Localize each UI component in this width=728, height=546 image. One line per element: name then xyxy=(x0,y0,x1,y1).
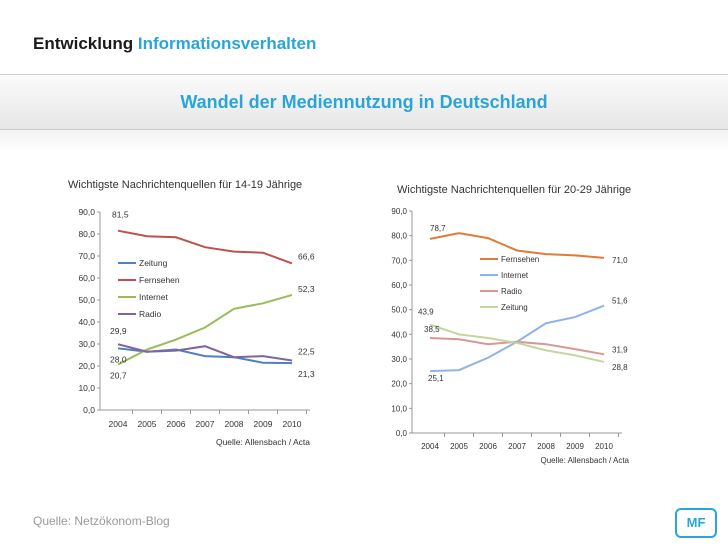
page-title: Entwicklung Informationsverhalten xyxy=(33,34,316,54)
page-title-accent: Informationsverhalten xyxy=(137,34,317,53)
y-tick-label: 40,0 xyxy=(78,317,95,327)
data-label: 31,9 xyxy=(612,345,628,354)
y-tick-label: 70,0 xyxy=(391,256,407,265)
y-tick-label: 10,0 xyxy=(78,383,95,393)
x-tick-label: 2010 xyxy=(595,442,613,451)
x-tick-label: 2006 xyxy=(167,419,186,429)
series-line-radio xyxy=(429,337,605,356)
x-tick-label: 2004 xyxy=(109,419,128,429)
y-tick-label: 70,0 xyxy=(78,251,95,261)
series-line-internet xyxy=(117,293,293,366)
legend-label: Radio xyxy=(139,309,161,319)
x-tick-label: 2008 xyxy=(225,419,244,429)
x-tick-label: 2009 xyxy=(566,442,584,451)
chart-source: Quelle: Allensbach / Acta xyxy=(541,456,630,465)
y-tick-label: 60,0 xyxy=(391,281,407,290)
data-label: 52,3 xyxy=(298,284,315,294)
y-tick-label: 40,0 xyxy=(391,330,407,339)
data-label: 29,9 xyxy=(110,326,127,336)
y-tick-label: 80,0 xyxy=(78,229,95,239)
banner-shadow xyxy=(0,130,728,152)
data-label: 43,9 xyxy=(418,308,434,317)
chart-title: Wichtigste Nachrichtenquellen für 14-19 … xyxy=(68,179,302,191)
y-tick-label: 50,0 xyxy=(391,306,407,315)
x-tick-label: 2008 xyxy=(537,442,555,451)
data-label: 22,5 xyxy=(298,347,315,357)
data-label: 66,6 xyxy=(298,251,315,261)
data-label: 28,8 xyxy=(612,363,628,372)
chart-source: Quelle: Allensbach / Acta xyxy=(216,437,310,447)
legend-label: Zeitung xyxy=(139,258,168,268)
chart-14-19: Wichtigste Nachrichtenquellen für 14-19 … xyxy=(68,179,315,447)
y-tick-label: 90,0 xyxy=(78,207,95,217)
y-tick-label: 30,0 xyxy=(391,355,407,364)
x-tick-label: 2006 xyxy=(479,442,497,451)
legend-label: Zeitung xyxy=(501,303,528,312)
banner-title: Wandel der Mediennutzung in Deutschland xyxy=(180,92,548,112)
chart-title: Wichtigste Nachrichtenquellen für 20-29 … xyxy=(397,184,631,196)
x-tick-label: 2007 xyxy=(508,442,526,451)
y-tick-label: 30,0 xyxy=(78,339,95,349)
legend-label: Fernsehen xyxy=(139,275,180,285)
data-label: 21,3 xyxy=(298,369,315,379)
y-tick-label: 90,0 xyxy=(391,207,407,216)
series-line-fernsehen xyxy=(117,229,293,265)
data-label: 25,1 xyxy=(428,374,444,383)
y-tick-label: 0,0 xyxy=(83,405,95,415)
series-line-radio xyxy=(117,343,293,362)
x-tick-label: 2005 xyxy=(450,442,468,451)
data-label: 38,5 xyxy=(424,325,440,334)
data-label: 71,0 xyxy=(612,256,628,265)
y-tick-label: 80,0 xyxy=(391,232,407,241)
legend-label: Internet xyxy=(501,271,529,280)
legend-label: Radio xyxy=(501,287,522,296)
footer-source: Quelle: Netzökonom-Blog xyxy=(33,514,170,528)
subtitle-banner xyxy=(0,75,728,130)
series-line-fernsehen xyxy=(429,232,605,259)
y-tick-label: 20,0 xyxy=(78,361,95,371)
data-label: 20,7 xyxy=(110,370,127,380)
data-label: 51,6 xyxy=(612,297,628,306)
data-label: 28,0 xyxy=(110,354,127,364)
y-tick-label: 20,0 xyxy=(391,380,407,389)
y-tick-label: 50,0 xyxy=(78,295,95,305)
header-divider xyxy=(0,74,728,75)
x-tick-label: 2010 xyxy=(283,419,302,429)
legend-label: Fernsehen xyxy=(501,255,539,264)
y-tick-label: 0,0 xyxy=(396,429,408,438)
data-label: 81,5 xyxy=(112,210,129,220)
x-tick-label: 2009 xyxy=(254,419,273,429)
mf-logo: MF xyxy=(675,508,717,538)
x-tick-label: 2007 xyxy=(196,419,215,429)
page-title-main: Entwicklung xyxy=(33,34,134,53)
y-tick-label: 10,0 xyxy=(391,404,407,413)
chart-20-29: Wichtigste Nachrichtenquellen für 20-29 … xyxy=(391,184,631,465)
x-tick-label: 2004 xyxy=(421,442,439,451)
series-line-zeitung xyxy=(429,323,605,363)
data-label: 78,7 xyxy=(430,224,446,233)
legend-label: Internet xyxy=(139,292,168,302)
x-tick-label: 2005 xyxy=(138,419,157,429)
y-tick-label: 60,0 xyxy=(78,273,95,283)
